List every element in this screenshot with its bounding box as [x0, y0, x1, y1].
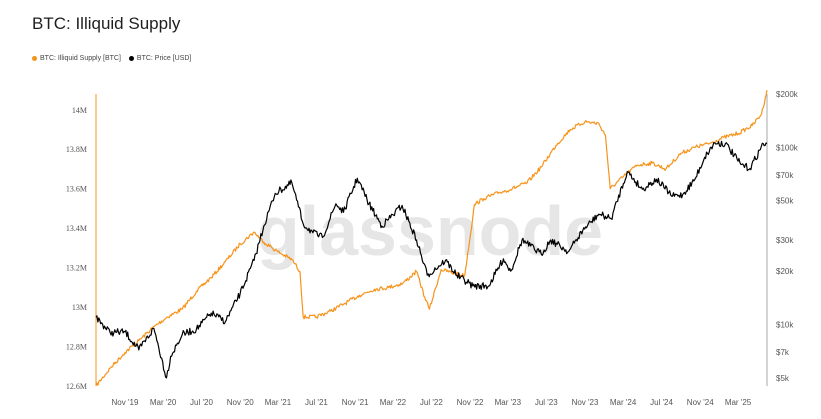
legend-swatch-black: [128, 56, 134, 61]
x-tick-label: Jul '21: [305, 398, 328, 407]
x-tick-label: Mar '24: [610, 398, 637, 407]
legend-item-price[interactable]: BTC: Price [USD]: [128, 55, 192, 62]
series-line-price: [95, 140, 768, 379]
x-tick-label: Nov '22: [457, 398, 484, 407]
legend-label: BTC: Illiquid Supply [BTC]: [40, 55, 121, 62]
y-right-tick-label: $30k: [776, 236, 794, 245]
y-right-tick-label: $200k: [776, 90, 799, 99]
series-line-illiquid-supply: [95, 89, 768, 387]
y-left-tick-label: 13M: [72, 303, 87, 312]
y-left-tick-label: 13.8M: [66, 145, 87, 154]
y-right-tick-label: $100k: [776, 143, 799, 152]
y-right-tick-label: $10k: [776, 321, 794, 330]
x-tick-label: Nov '24: [687, 398, 714, 407]
x-tick-label: Nov '19: [112, 398, 139, 407]
x-tick-label: Jul '20: [190, 398, 213, 407]
x-tick-label: Mar '20: [150, 398, 177, 407]
y-right-tick-label: $20k: [776, 267, 794, 276]
x-tick-label: Nov '21: [342, 398, 369, 407]
legend-label: BTC: Price [USD]: [136, 55, 192, 62]
series: [95, 89, 768, 387]
page-title: BTC: Illiquid Supply: [32, 14, 181, 33]
y-right-tick-label: $50k: [776, 197, 794, 206]
legend-item-illiquid-supply[interactable]: BTC: Illiquid Supply [BTC]: [32, 55, 121, 62]
y-left-tick-label: 13.6M: [66, 185, 87, 194]
x-tick-label: Mar '21: [265, 398, 292, 407]
watermark: glassnode: [257, 192, 603, 270]
x-tick-label: Jul '23: [535, 398, 558, 407]
axes: [95, 94, 768, 386]
x-tick-label: Nov '23: [572, 398, 599, 407]
x-tick-label: Jul '24: [650, 398, 673, 407]
legend-swatch-orange: [32, 56, 37, 61]
y-right-tick-label: $5k: [776, 374, 790, 383]
y-left-tick-label: 12.6M: [66, 382, 87, 391]
x-tick-label: Mar '25: [725, 398, 752, 407]
y-left-tick-label: 14M: [72, 106, 87, 115]
y-left-tick-label: 12.8M: [66, 343, 87, 352]
y-left-tick-label: 13.2M: [66, 264, 87, 273]
x-tick-label: Jul '22: [420, 398, 443, 407]
y-right-tick-label: $7k: [776, 348, 790, 357]
y-left-tick-label: 13.4M: [66, 224, 87, 233]
y-right-tick-label: $70k: [776, 171, 794, 180]
x-tick-label: Mar '22: [380, 398, 407, 407]
legend: BTC: Illiquid Supply [BTC] BTC: Price [U…: [32, 55, 191, 62]
ticks: 12.6M 12.8M 13M 13.2M 13.4M 13.6M 13.8M 14M $5k $…: [66, 90, 799, 407]
x-tick-label: Mar '23: [495, 398, 522, 407]
x-tick-label: Nov '20: [227, 398, 254, 407]
